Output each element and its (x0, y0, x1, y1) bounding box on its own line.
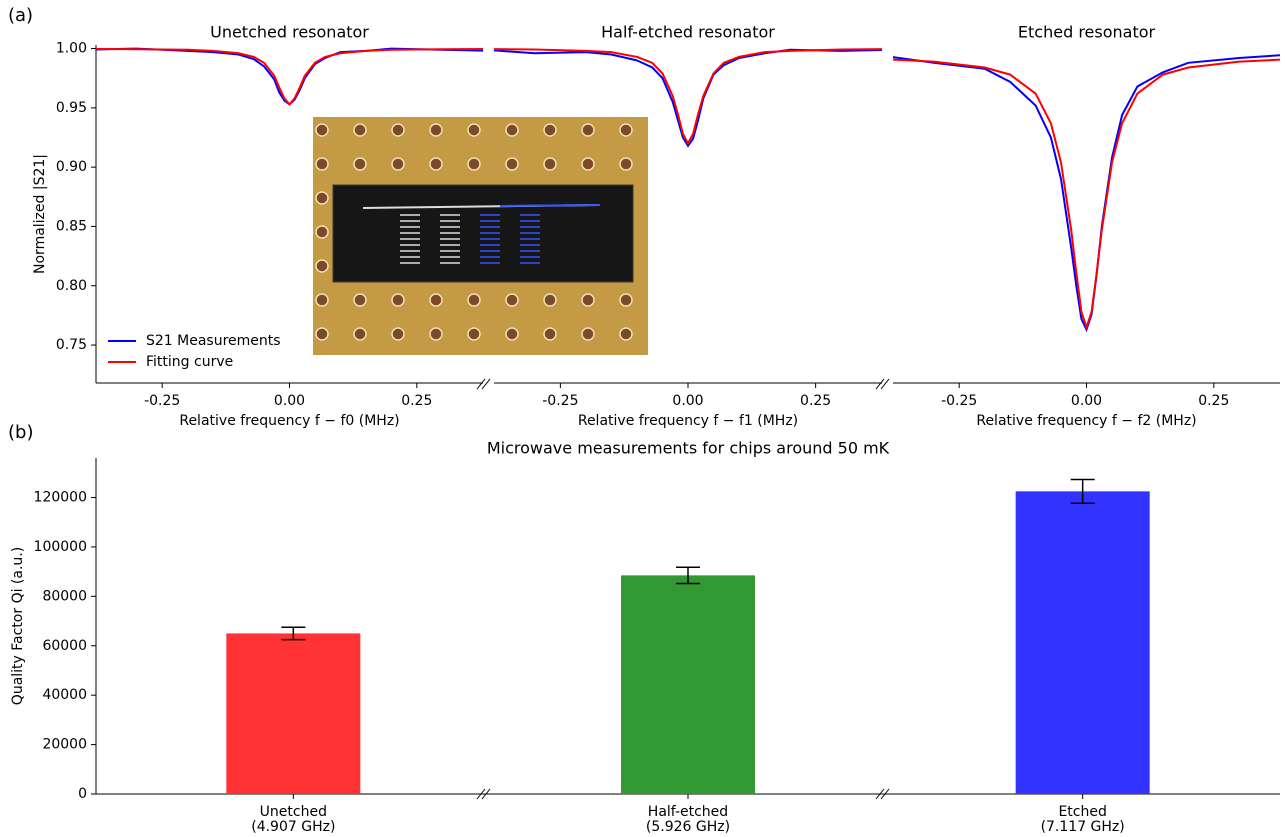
bond-pad (391, 157, 405, 171)
y-tick-label: 0.80 (56, 278, 87, 294)
y-axis-label: Normalized |S21| (32, 154, 48, 274)
bond-pad (467, 157, 481, 171)
bond-pad (315, 293, 329, 307)
bond-pad (619, 157, 633, 171)
chart-title: Half-etched resonator (601, 23, 775, 42)
y-tick-label: 1.00 (56, 41, 87, 57)
chart-title: Unetched resonator (210, 23, 369, 42)
bond-pad (315, 191, 329, 205)
bond-pad (391, 293, 405, 307)
panel-label: (b) (8, 422, 33, 443)
x-tick-label: -0.25 (542, 393, 578, 409)
bond-pad (353, 157, 367, 171)
bond-pad (315, 157, 329, 171)
y-tick-label: 0.75 (56, 337, 87, 353)
y-tick-label: 80000 (42, 588, 87, 604)
bond-pad (391, 327, 405, 341)
x-tick-label: -0.25 (941, 393, 977, 409)
bar (226, 633, 361, 794)
bond-pad (467, 327, 481, 341)
y-tick-label: 40000 (42, 687, 87, 703)
break-marks (476, 378, 890, 800)
x-tick-label: 0.00 (274, 393, 305, 409)
series-line (893, 54, 1280, 333)
bond-pad (581, 157, 595, 171)
x-tick-label: 0.25 (1198, 393, 1229, 409)
bond-pad (467, 293, 481, 307)
x-tick-label: Etched (1058, 804, 1106, 820)
y-tick-label: 20000 (42, 737, 87, 753)
x-tick-label: Half-etched (648, 804, 728, 820)
x-tick-sublabel: (7.117 GHz) (1041, 819, 1125, 835)
bond-pad (619, 293, 633, 307)
bond-pad (543, 327, 557, 341)
chip-feedline-blue (499, 204, 601, 207)
x-tick-label: Unetched (260, 804, 327, 820)
bond-pad (581, 327, 595, 341)
y-tick-label: 100000 (34, 539, 87, 555)
y-tick-label: 0.85 (56, 218, 87, 234)
x-axis-label: Relative frequency f − f1 (MHz) (578, 413, 798, 429)
inset-photo (313, 117, 648, 355)
bond-pad (353, 327, 367, 341)
x-axis-label: Relative frequency f − f0 (MHz) (179, 413, 399, 429)
series-line (494, 48, 882, 146)
bond-pad (543, 123, 557, 137)
bond-pad (315, 225, 329, 239)
series-line (494, 48, 882, 148)
x-tick-label: 0.25 (401, 393, 432, 409)
bond-pad (581, 293, 595, 307)
bond-pad (353, 123, 367, 137)
x-tick-label: 0.00 (1071, 393, 1102, 409)
x-axis-label: Relative frequency f − f2 (MHz) (976, 413, 1196, 429)
panel-label: (a) (8, 5, 33, 26)
bond-pad (505, 157, 519, 171)
x-tick-sublabel: (5.926 GHz) (646, 819, 730, 835)
bar (621, 575, 755, 794)
bond-pad (543, 293, 557, 307)
x-tick-label: -0.25 (144, 393, 180, 409)
y-tick-label: 0.95 (56, 100, 87, 116)
bond-pad (429, 123, 443, 137)
bar (1015, 491, 1150, 794)
x-tick-label: 0.25 (800, 393, 831, 409)
y-tick-label: 60000 (42, 638, 87, 654)
bond-pad (429, 157, 443, 171)
legend-label: S21 Measurements (146, 333, 281, 349)
bond-pad (619, 123, 633, 137)
bond-pad (315, 259, 329, 273)
chart-title: Microwave measurements for chips around … (487, 439, 890, 458)
bond-pad (391, 123, 405, 137)
series-line (96, 47, 483, 106)
bond-pad (315, 123, 329, 137)
bond-pad (619, 327, 633, 341)
bond-pad (505, 123, 519, 137)
bond-pad (505, 293, 519, 307)
legend-label: Fitting curve (146, 354, 233, 370)
bond-pad (543, 157, 557, 171)
y-tick-label: 0 (78, 786, 87, 802)
bond-pad (429, 293, 443, 307)
series-line (96, 47, 483, 106)
bond-pad (467, 123, 481, 137)
y-tick-label: 120000 (34, 490, 87, 506)
x-tick-label: 0.00 (672, 393, 703, 409)
x-tick-sublabel: (4.907 GHz) (251, 819, 335, 835)
bond-pad (353, 293, 367, 307)
series-line (893, 58, 1280, 331)
y-tick-label: 0.90 (56, 159, 87, 175)
y-axis-label: Quality Factor Qi (a.u.) (10, 547, 26, 705)
bond-pad (505, 327, 519, 341)
bond-pad (429, 327, 443, 341)
bond-pad (315, 327, 329, 341)
chart-title: Etched resonator (1018, 23, 1156, 42)
bond-pad (581, 123, 595, 137)
